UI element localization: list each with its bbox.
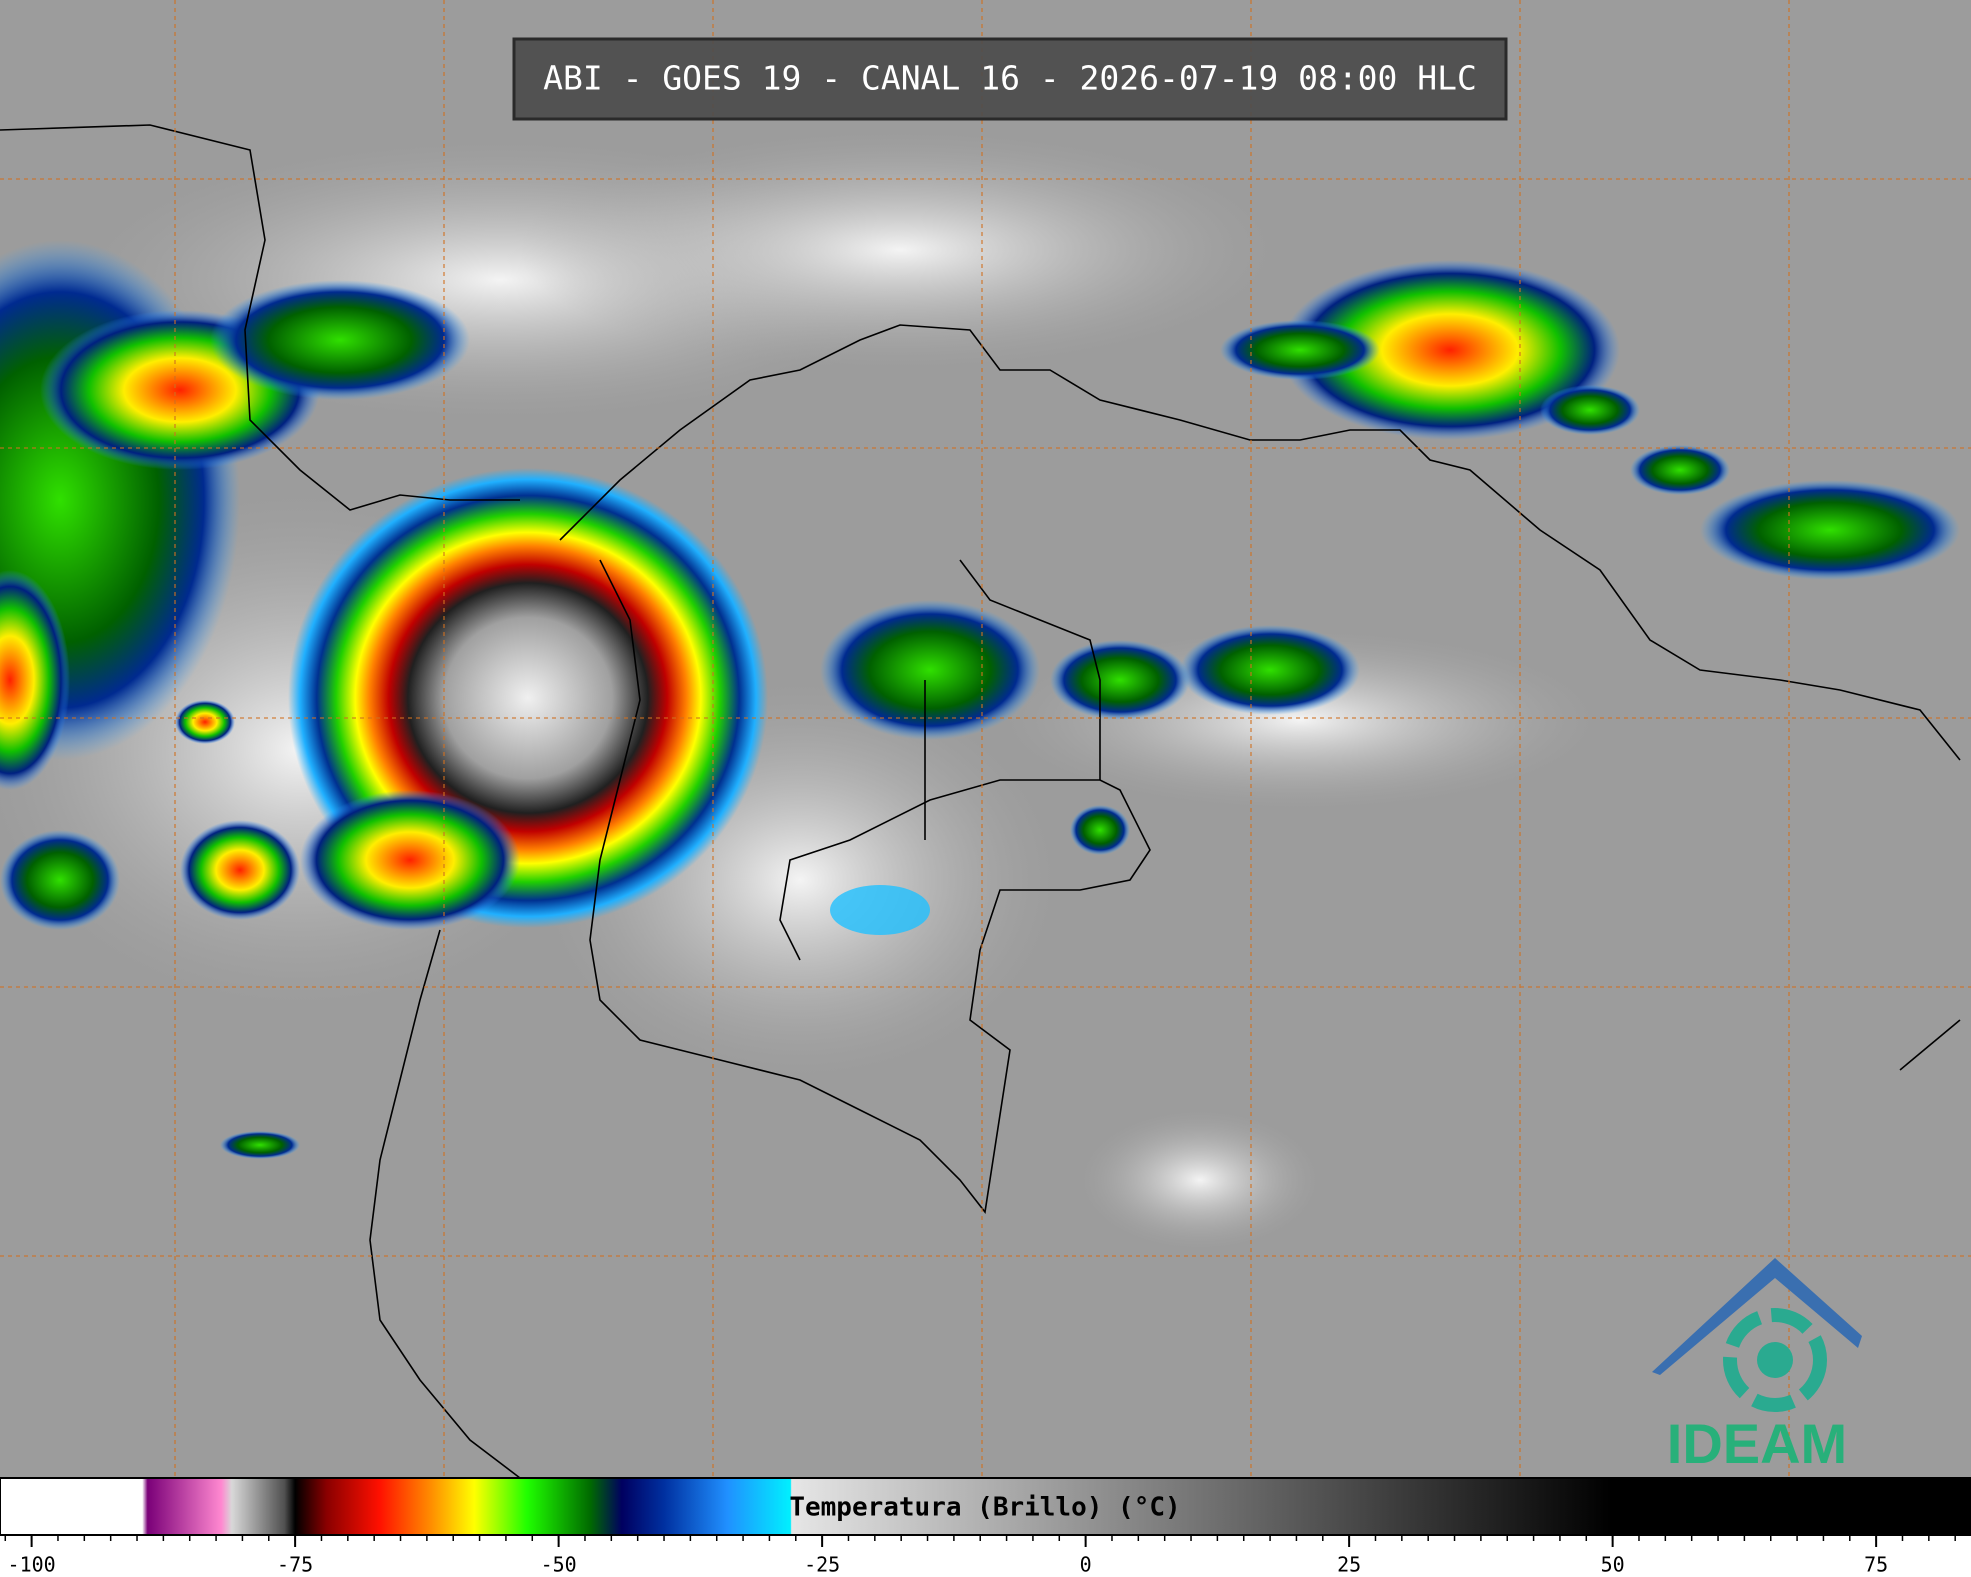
tick-label: -25 — [804, 1553, 840, 1577]
tick-label: 0 — [1080, 1553, 1092, 1577]
coastlines — [0, 124, 1961, 1479]
logo: IDEAM — [1652, 1258, 1862, 1475]
tick-label: -100 — [8, 1553, 56, 1577]
colorbar-label: Temperatura (Brillo) (°C) — [789, 1493, 1180, 1523]
tick-label: -75 — [277, 1553, 313, 1577]
title-box: ABI - GOES 19 - CANAL 16 - 2026-07-19 08… — [512, 37, 1508, 121]
colorbar-ticks: -100 -75 -50 -25 0 25 50 75 — [4, 1535, 1956, 1577]
logo-text: IDEAM — [1667, 1412, 1847, 1475]
clouds — [0, 130, 1960, 1250]
tick-label: -50 — [541, 1553, 577, 1577]
tick-label: 25 — [1337, 1553, 1361, 1577]
tick-label: 50 — [1601, 1553, 1625, 1577]
tick-label: 75 — [1864, 1553, 1888, 1577]
graticule — [0, 0, 1971, 1478]
title: ABI - GOES 19 - CANAL 16 - 2026-07-19 08… — [543, 59, 1477, 98]
colorbar — [0, 1477, 1971, 1536]
